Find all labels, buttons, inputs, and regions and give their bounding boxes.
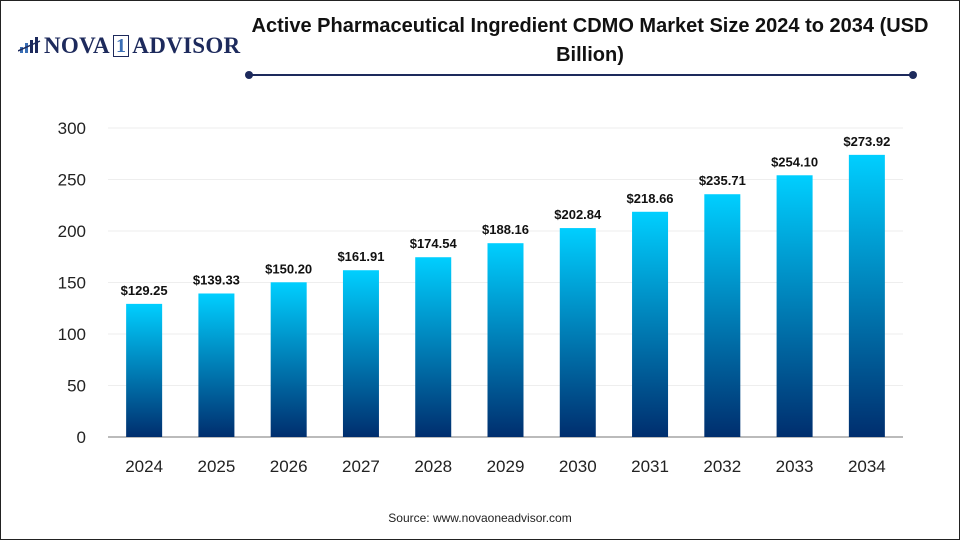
y-tick-label: 200 <box>58 222 86 241</box>
y-tick-label: 250 <box>58 171 86 190</box>
source-note: Source: www.novaoneadvisor.com <box>388 511 572 525</box>
bar-2032 <box>704 194 741 437</box>
x-tick-label: 2025 <box>197 457 235 476</box>
logo-text-one: 1 <box>112 35 130 57</box>
x-tick-label: 2024 <box>125 457 163 476</box>
y-tick-label: 100 <box>58 325 86 344</box>
x-tick-label: 2033 <box>776 457 814 476</box>
data-label: $273.92 <box>843 134 890 149</box>
bar-2034 <box>848 154 885 437</box>
title-underline-dot-left <box>245 71 253 79</box>
y-tick-label: 0 <box>77 428 86 447</box>
x-tick-label: 2026 <box>270 457 308 476</box>
logo-text-nova: NOVA <box>44 33 110 58</box>
bar-2030 <box>559 228 596 437</box>
x-tick-label: 2034 <box>848 457 886 476</box>
x-tick-label: 2027 <box>342 457 380 476</box>
bar-2028 <box>415 257 452 437</box>
y-tick-label: 50 <box>67 377 86 396</box>
data-label: $254.10 <box>771 154 818 169</box>
data-label: $202.84 <box>554 207 602 222</box>
bar-2033 <box>776 175 813 438</box>
bar-2026 <box>270 282 307 437</box>
data-label: $174.54 <box>410 236 458 251</box>
title-underline-dot-right <box>909 71 917 79</box>
logo-text-advisor: ADVISOR <box>132 33 241 58</box>
bar-2024 <box>126 303 163 437</box>
bar-2031 <box>632 211 669 437</box>
bar-2027 <box>342 270 379 437</box>
chart-title: Active Pharmaceutical Ingredient CDMO Ma… <box>251 15 929 66</box>
bar-2029 <box>487 243 524 437</box>
bar-2025 <box>198 293 235 437</box>
x-tick-label: 2030 <box>559 457 597 476</box>
data-label: $188.16 <box>482 222 529 237</box>
x-tick-label: 2029 <box>487 457 525 476</box>
x-tick-label: 2032 <box>703 457 741 476</box>
data-label: $139.33 <box>193 272 240 287</box>
y-tick-label: 150 <box>58 274 86 293</box>
bar-chart-logo-icon <box>18 37 41 53</box>
data-label: $129.25 <box>121 283 168 298</box>
logo: NOVA 1 ADVISOR <box>18 33 240 59</box>
data-label: $150.20 <box>265 261 312 276</box>
x-tick-label: 2031 <box>631 457 669 476</box>
y-tick-label: 300 <box>58 119 86 138</box>
data-label: $218.66 <box>627 191 674 206</box>
x-tick-label: 2028 <box>414 457 452 476</box>
data-label: $161.91 <box>337 249 384 264</box>
data-label: $235.71 <box>699 173 746 188</box>
